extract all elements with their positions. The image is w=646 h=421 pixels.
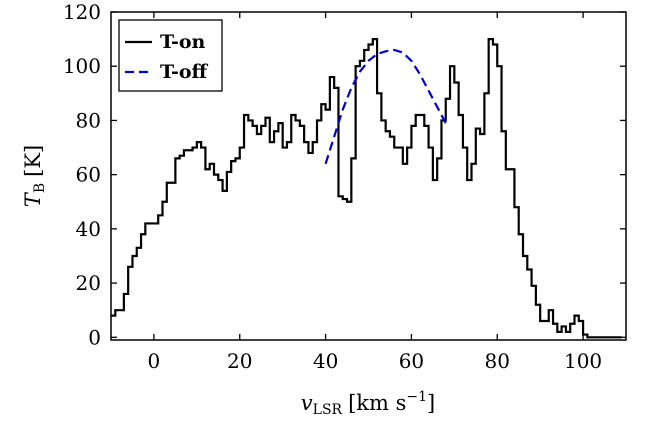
legend-box [118,19,223,92]
y-axis-label: TB [K] [21,145,48,207]
y-axis-label-sub: B [32,183,48,193]
x-tick-label-40: 40 [313,349,338,373]
y-axis-label-unit: [K] [21,145,45,177]
x-axis-label-sub: LSR [313,402,343,418]
x-tick-label-20: 20 [227,349,252,373]
x-tick-label-100: 100 [564,349,602,373]
legend-label-t-off: T-off [160,61,209,83]
series-line-t-on [111,38,622,339]
ticks-layer: 0 20 40 60 80 100 0 20 40 60 80 100 120 [63,0,626,373]
x-axis-label-main: v [301,391,313,415]
y-axis-label-main: T [21,191,45,207]
x-tick-label-0: 0 [148,349,161,373]
x-axis-label-unit-pre: [km s [348,391,406,415]
x-axis-label-unit-post: ] [427,391,435,415]
x-axis-label: vLSR [km s−1] [301,389,435,418]
plot-frame [110,11,627,341]
x-tick-label-80: 80 [485,349,510,373]
legend: T-on T-off [118,19,223,92]
series-line-t-off [324,48,447,165]
y-tick-label-40: 40 [76,217,101,241]
legend-label-t-on: T-on [160,31,206,53]
y-tick-label-120: 120 [63,0,101,24]
series-layer [111,38,622,339]
y-tick-label-0: 0 [88,325,101,349]
y-tick-label-60: 60 [76,163,101,187]
y-tick-label-80: 80 [76,108,101,132]
y-tick-label-100: 100 [63,54,101,78]
x-axis-label-unit-sup: −1 [406,389,427,405]
x-tick-label-60: 60 [399,349,424,373]
y-tick-label-20: 20 [76,271,101,295]
